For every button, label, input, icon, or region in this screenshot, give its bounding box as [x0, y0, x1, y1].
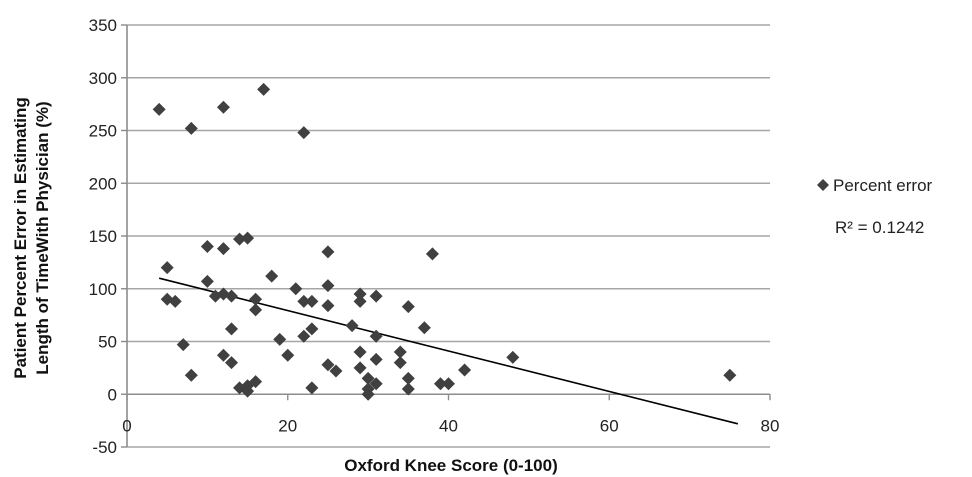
data-point-11: [168, 294, 182, 308]
data-point-8: [233, 232, 247, 246]
y-tick-label-50: 50: [98, 333, 117, 352]
y-tick-label-250: 250: [89, 122, 117, 141]
data-point-28: [273, 332, 287, 346]
tick-labels: -50 0 50 100 150 200 250 300 350 0 20 40 60 80: [89, 16, 780, 457]
r-squared-label: R² = 0.1242: [835, 218, 924, 237]
grid-lines: [127, 24, 770, 448]
y-tick-label-200: 200: [89, 174, 117, 193]
data-point-48: [361, 387, 375, 401]
data-point-5: [160, 261, 174, 275]
data-point-52: [369, 289, 383, 303]
data-point-25: [249, 292, 263, 306]
y-tick-label-100: 100: [89, 280, 117, 299]
y-tick-label-350: 350: [89, 16, 117, 35]
data-point-53: [393, 345, 407, 359]
y-tick-label-0: 0: [108, 385, 117, 404]
x-axis-title: Oxford Knee Score (0-100): [344, 456, 558, 475]
data-point-64: [723, 368, 737, 382]
data-point-15: [224, 289, 238, 303]
data-point-50: [369, 329, 383, 343]
y-axis-title-line-1: Patient Percent Error in Estimating: [11, 97, 30, 379]
data-point-44: [353, 287, 367, 301]
data-point-17: [184, 368, 198, 382]
y-tick-label--50: -50: [92, 438, 117, 457]
data-point-3: [257, 82, 271, 96]
data-point-51: [369, 352, 383, 366]
data-point-1: [184, 121, 198, 135]
x-tick-label-40: 40: [439, 416, 458, 435]
legend-series-name: Percent error: [833, 176, 933, 195]
legend: Percent error R² = 0.1242: [817, 176, 933, 237]
data-point-39: [321, 358, 335, 372]
data-point-27: [265, 269, 279, 283]
data-point-42: [353, 345, 367, 359]
data-point-34: [305, 294, 319, 308]
data-point-41: [345, 319, 359, 333]
data-point-59: [425, 247, 439, 261]
data-points: [152, 82, 737, 401]
data-point-40: [329, 364, 343, 378]
data-point-55: [401, 300, 415, 314]
data-point-32: [297, 329, 311, 343]
data-point-6: [200, 240, 214, 254]
data-point-16: [176, 338, 190, 352]
data-point-33: [305, 322, 319, 336]
data-point-7: [216, 242, 230, 256]
data-point-24: [249, 375, 263, 389]
data-point-63: [506, 350, 520, 364]
data-point-20: [224, 322, 238, 336]
data-point-43: [353, 361, 367, 375]
data-point-57: [401, 382, 415, 396]
data-point-30: [289, 282, 303, 296]
data-point-19: [224, 356, 238, 370]
y-tick-label-150: 150: [89, 227, 117, 246]
data-point-45: [353, 294, 367, 308]
linear-trendline: [158, 277, 739, 425]
x-tick-label-80: 80: [761, 416, 780, 435]
trendline-group: [158, 277, 739, 425]
data-point-54: [393, 356, 407, 370]
data-point-35: [305, 381, 319, 395]
data-point-26: [249, 303, 263, 317]
data-point-61: [442, 377, 455, 391]
data-point-18: [216, 348, 230, 362]
data-point-36: [321, 245, 335, 259]
x-tick-label-20: 20: [278, 416, 297, 435]
data-point-31: [297, 294, 311, 308]
legend-marker-diamond: [817, 179, 829, 191]
y-tick-label-300: 300: [89, 69, 117, 88]
data-point-58: [417, 321, 431, 335]
data-point-49: [369, 377, 383, 391]
data-point-62: [458, 363, 472, 377]
data-point-29: [281, 348, 295, 362]
data-point-47: [361, 371, 375, 385]
x-tick-label-0: 0: [122, 416, 131, 435]
x-tick-label-60: 60: [600, 416, 619, 435]
data-point-37: [321, 279, 335, 293]
data-point-9: [241, 231, 255, 245]
data-point-0: [152, 102, 166, 116]
data-point-38: [321, 299, 335, 313]
data-point-60: [433, 377, 447, 391]
data-point-12: [200, 274, 214, 288]
axes: [121, 24, 771, 448]
data-point-2: [216, 100, 230, 114]
y-axis-title-line-2: Length of TimeWith Physician (%): [33, 101, 52, 374]
data-point-56: [401, 371, 415, 385]
data-point-4: [297, 126, 311, 140]
